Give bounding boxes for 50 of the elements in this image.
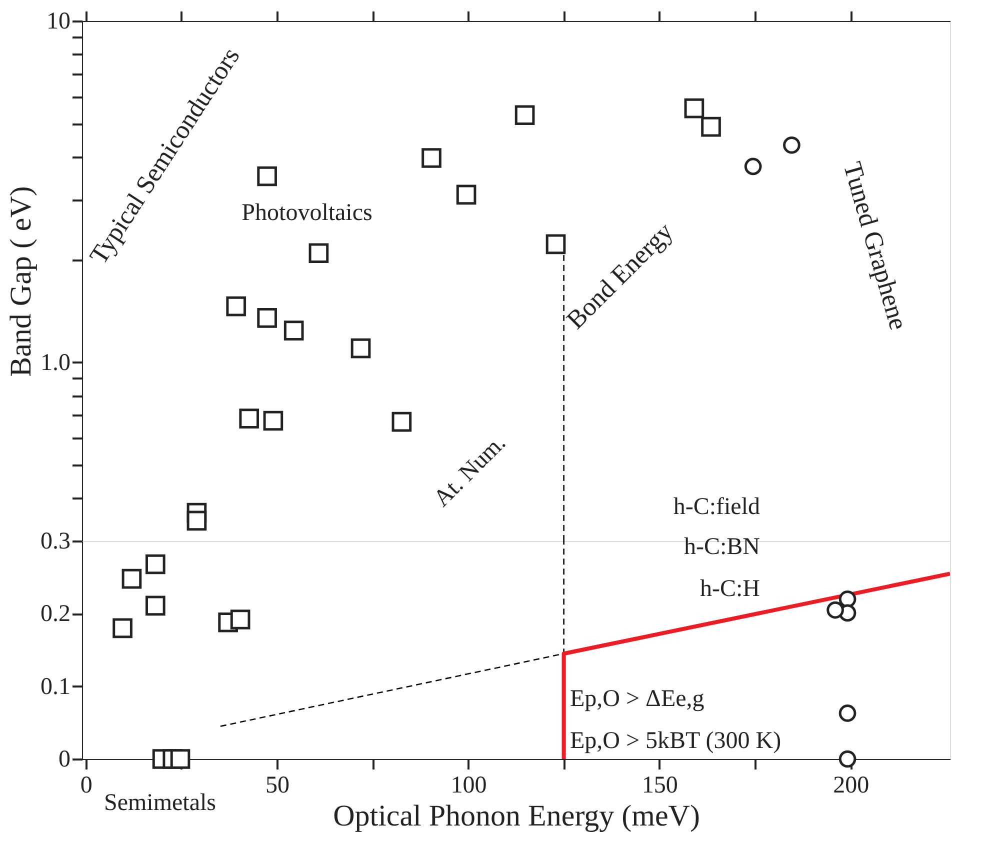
point	[146, 554, 166, 574]
y-tick-label: 1.0	[40, 350, 70, 376]
point	[744, 158, 762, 176]
point	[392, 412, 412, 432]
point	[239, 408, 260, 428]
point	[514, 105, 535, 126]
x-axis-title: Optical Phonon Energy (meV)	[333, 800, 700, 832]
annotation: Photovoltaics	[242, 200, 372, 226]
point	[826, 601, 844, 619]
annotation: Ep,O > ΔEe,g	[570, 686, 704, 712]
x-tick-label: 100	[450, 772, 487, 798]
point	[838, 704, 856, 722]
point	[546, 234, 566, 254]
point	[263, 410, 284, 431]
y-axis-title: Band Gap ( eV)	[4, 186, 38, 377]
point	[684, 98, 704, 118]
point	[350, 338, 371, 358]
point	[838, 590, 856, 608]
point	[422, 148, 442, 168]
point	[701, 116, 721, 137]
text: Semimetals	[104, 790, 216, 816]
point	[456, 184, 476, 205]
point	[122, 568, 142, 589]
y-tick-label: 0	[58, 746, 70, 772]
annotation: Ep,O > 5kBT (300 K)	[570, 728, 782, 754]
annotation: h-C:field	[673, 494, 760, 520]
point	[146, 596, 166, 616]
point	[230, 610, 250, 630]
y-tick-label: 0.1	[40, 674, 70, 700]
point	[783, 136, 800, 154]
point	[257, 166, 277, 186]
x-tick-label: 50	[266, 772, 290, 798]
point	[308, 243, 329, 264]
point	[284, 320, 304, 340]
point	[226, 296, 246, 316]
annotation: h-C:BN	[684, 534, 760, 560]
annotation: At. Num.	[428, 430, 512, 512]
annotation: Tuned Graphene	[838, 158, 914, 334]
x-tick-label: 150	[642, 772, 678, 798]
y-tick-label: 0.2	[40, 601, 70, 628]
point	[112, 618, 132, 638]
y-tick-label: 0.3	[40, 528, 70, 554]
x-tick-label: 200	[833, 772, 870, 798]
annotation: h-C:H	[700, 576, 760, 602]
x-tick-label: 0	[80, 772, 92, 798]
point	[838, 750, 856, 768]
point	[170, 749, 190, 769]
point	[186, 510, 207, 531]
y-tick-label: 10	[46, 8, 70, 34]
point	[257, 308, 277, 328]
